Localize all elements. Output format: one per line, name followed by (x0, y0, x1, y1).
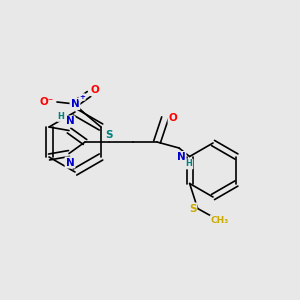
Text: S: S (105, 130, 113, 140)
Text: N: N (177, 152, 185, 162)
Text: O: O (91, 85, 99, 95)
Text: H: H (58, 112, 64, 121)
Text: O⁻: O⁻ (40, 97, 54, 107)
Text: O: O (169, 113, 177, 123)
Text: S: S (189, 203, 196, 214)
Text: H: H (186, 160, 193, 169)
Text: N: N (70, 99, 80, 109)
Text: N: N (66, 116, 74, 127)
Text: +: + (79, 94, 85, 100)
Text: N: N (66, 158, 74, 167)
Text: CH₃: CH₃ (211, 216, 229, 225)
